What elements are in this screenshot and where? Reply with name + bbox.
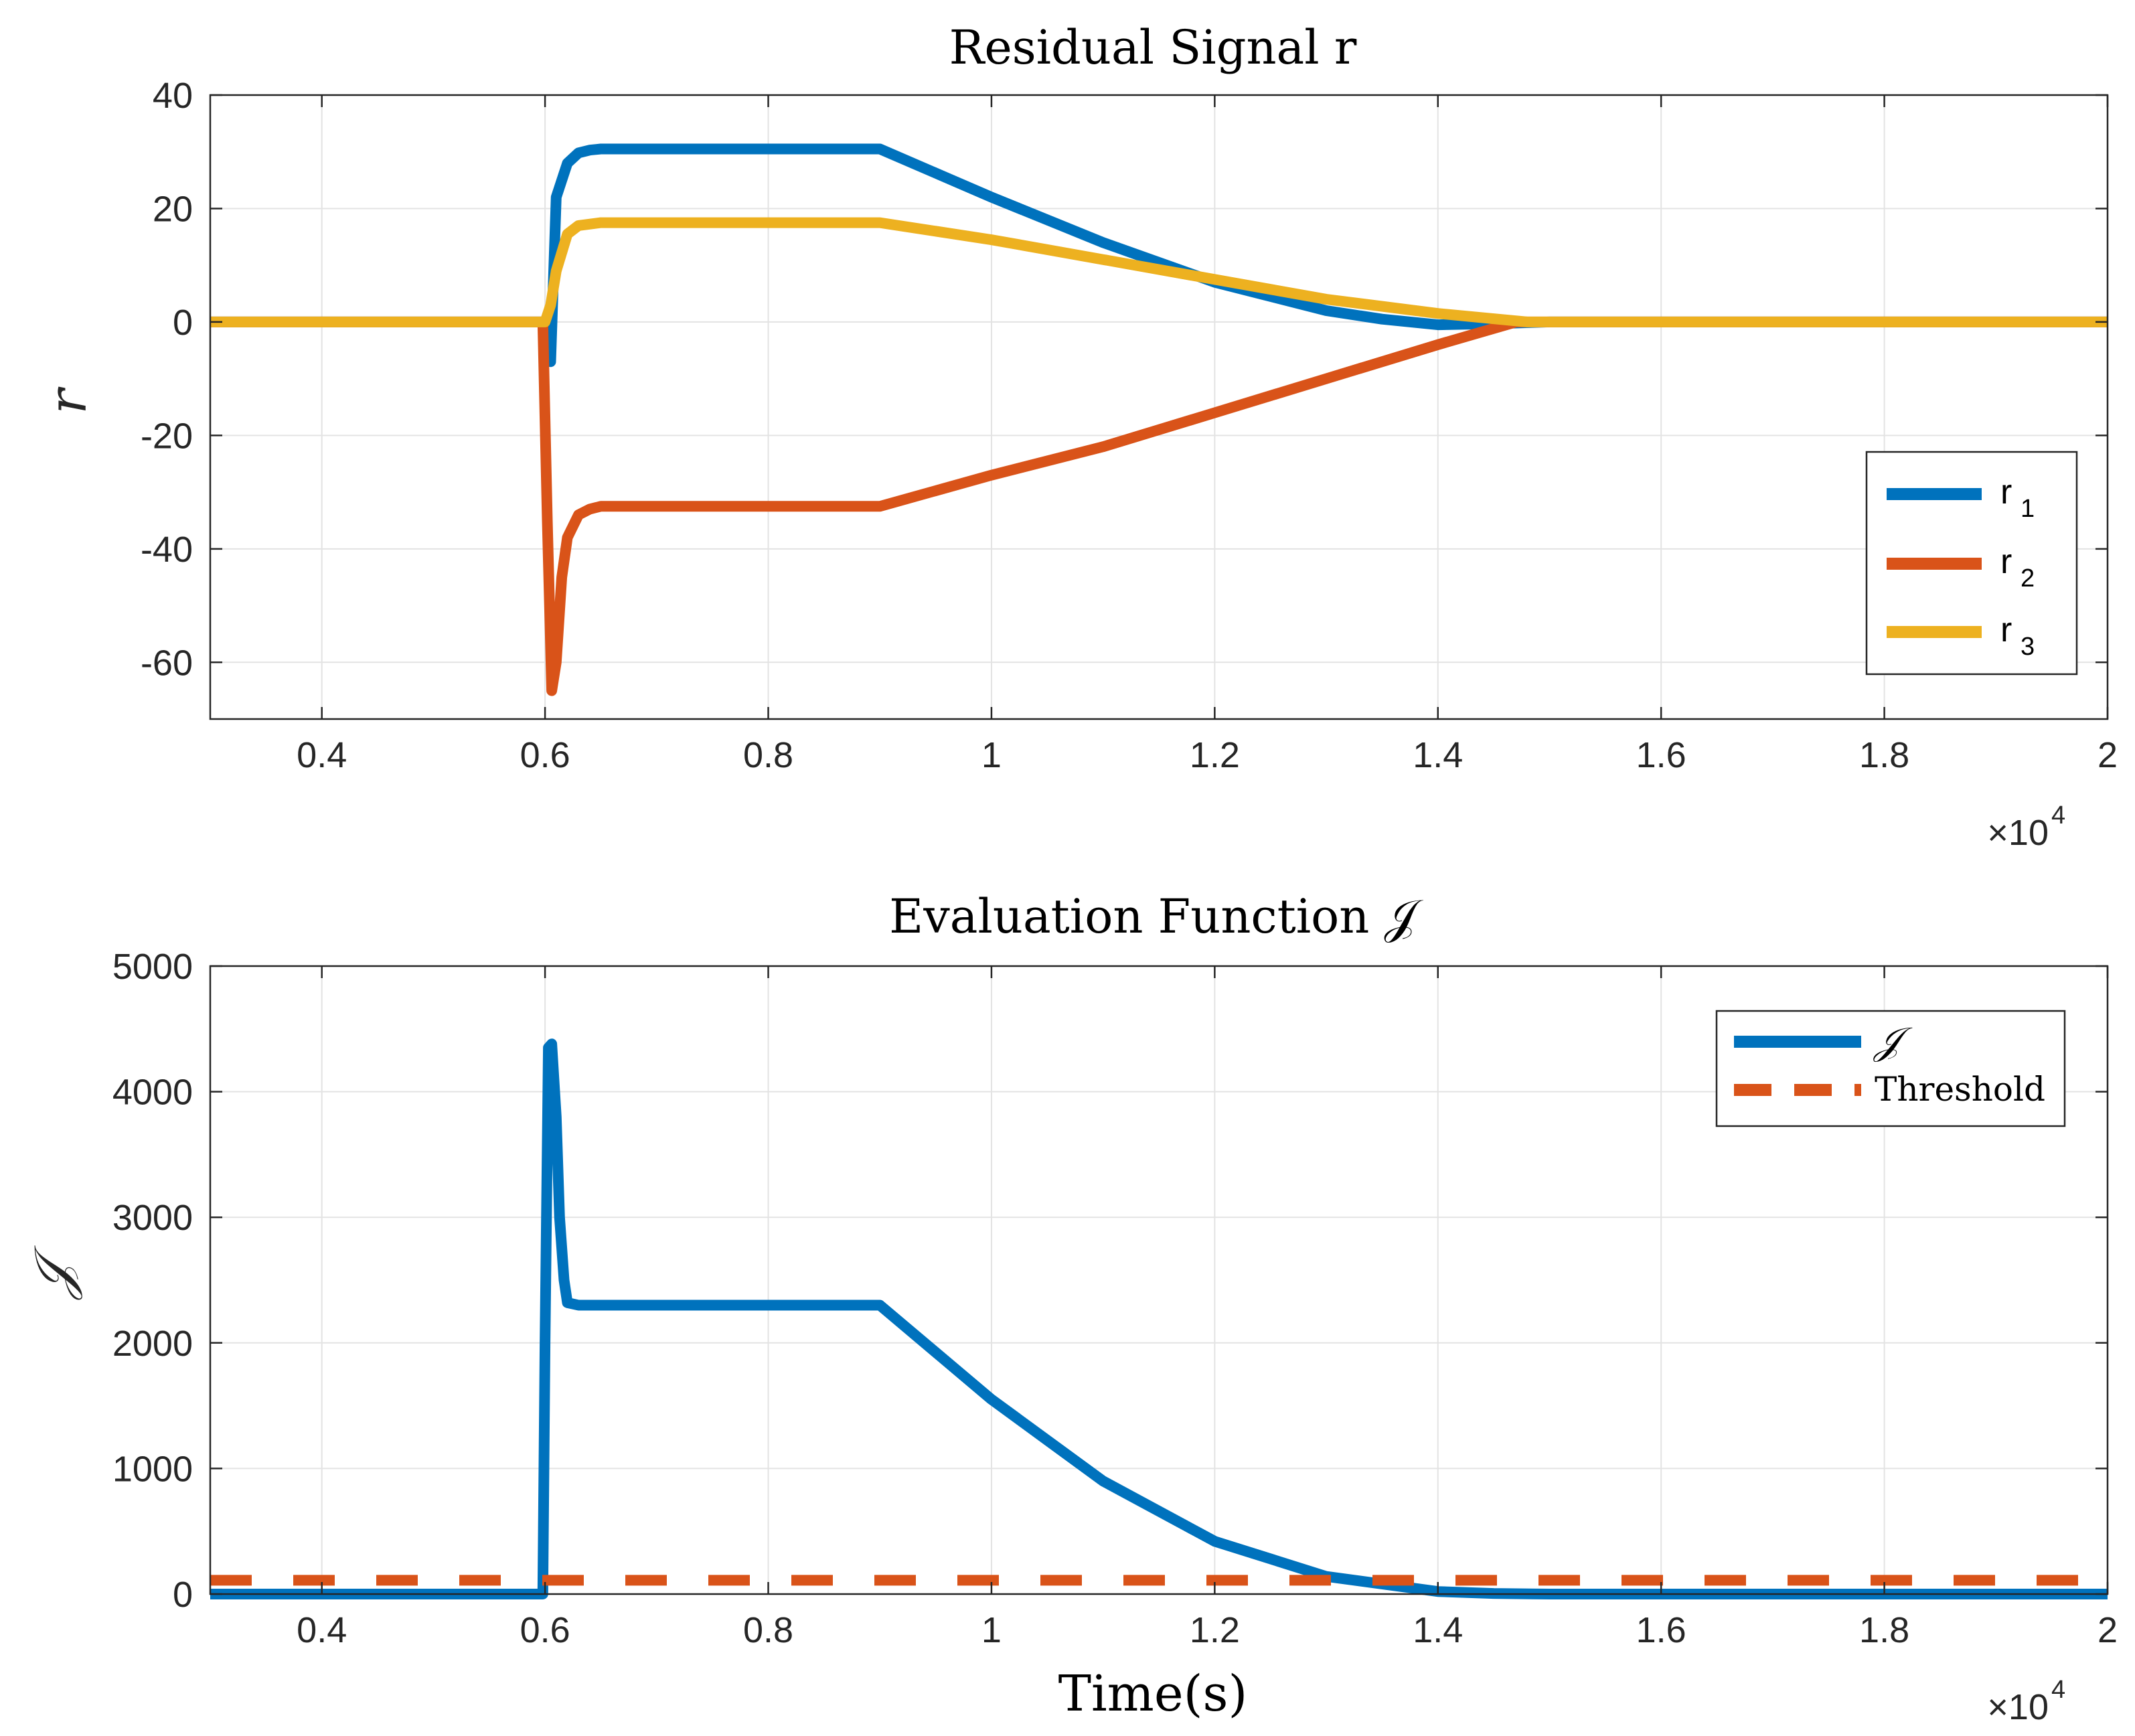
residual-x-tick-label: 1.8 bbox=[1859, 735, 1909, 775]
legend-entry-r1: r 1 bbox=[1887, 473, 2035, 523]
evaluation-x-exponent: ×10 4 bbox=[1987, 1676, 2065, 1727]
evaluation-y-tick-label: 1000 bbox=[112, 1449, 193, 1489]
evaluation-x-tick-label: 1.2 bbox=[1190, 1610, 1240, 1650]
residual-chart-title: Residual Signal r bbox=[949, 20, 1357, 75]
legend-label-r3: r bbox=[2000, 611, 2012, 649]
evaluation-x-tick-label: 0.8 bbox=[743, 1610, 793, 1650]
residual-y-tick-label: 40 bbox=[153, 76, 193, 116]
evaluation-x-tick-label: 1.8 bbox=[1859, 1610, 1909, 1650]
evaluation-x-tick-label: 0.6 bbox=[520, 1610, 570, 1650]
evaluation-y-tick-label: 0 bbox=[173, 1575, 193, 1615]
residual-x-tick-label: 0.8 bbox=[743, 735, 793, 775]
evaluation-x-tick-label: 1.6 bbox=[1636, 1610, 1686, 1650]
residual-y-tick-label: -20 bbox=[141, 416, 193, 456]
residual-legend: r 1 r 2 r 3 bbox=[1865, 451, 2078, 676]
residual-ticks: 0.4 0.6 0.8 1 1.2 1.4 1.6 1.8 2 40 20 0 -20 -40 -60 bbox=[141, 76, 2118, 775]
residual-x-tick-label: 0.4 bbox=[297, 735, 347, 775]
residual-series-layer bbox=[210, 143, 2108, 696]
residual-y-tick-label: -40 bbox=[141, 530, 193, 570]
evaluation-chart-title: Evaluation Function 𝒥 bbox=[889, 889, 1424, 944]
residual-y-axis-label: r bbox=[38, 386, 98, 414]
residual-x-tick-label: 0.6 bbox=[520, 735, 570, 775]
legend-entry-r3: r 3 bbox=[1887, 611, 2035, 661]
residual-signal-panel: 0.4 0.6 0.8 1 1.2 1.4 1.6 1.8 2 40 20 0 -20 -40 -60 Re… bbox=[38, 20, 2118, 853]
legend-label-r2: r bbox=[2000, 542, 2012, 581]
evaluation-axes-box bbox=[209, 965, 2109, 1595]
evaluation-x-tick-label: 1.4 bbox=[1413, 1610, 1463, 1650]
legend-entry-r2: r 2 bbox=[1887, 542, 2035, 593]
evaluation-y-tick-label: 2000 bbox=[112, 1324, 193, 1364]
evaluation-x-exponent-base: ×10 bbox=[1987, 1687, 2049, 1727]
residual-x-tick-label: 2 bbox=[2098, 735, 2118, 775]
legend-subscript-r1: 1 bbox=[2021, 495, 2035, 523]
legend-entry-threshold: Threshold bbox=[1734, 1070, 2045, 1109]
residual-y-tick-label: 20 bbox=[153, 189, 193, 229]
residual-axes-box bbox=[209, 94, 2109, 720]
residual-x-exponent-power: 4 bbox=[2051, 801, 2065, 830]
legend-label-r1: r bbox=[2000, 473, 2012, 511]
evaluation-y-tick-label: 4000 bbox=[112, 1073, 193, 1113]
residual-x-exponent: ×10 4 bbox=[1987, 801, 2065, 853]
residual-x-tick-label: 1.6 bbox=[1636, 735, 1686, 775]
residual-y-tick-label: -60 bbox=[141, 643, 193, 683]
legend-subscript-r3: 3 bbox=[2021, 633, 2035, 661]
evaluation-legend-box bbox=[1715, 1010, 2066, 1127]
evaluation-y-tick-label: 3000 bbox=[112, 1198, 193, 1238]
evaluation-x-axis-label: Time(s) bbox=[1058, 1665, 1248, 1723]
legend-label-threshold: Threshold bbox=[1875, 1070, 2045, 1109]
evaluation-x-tick-label: 1 bbox=[981, 1610, 1002, 1650]
residual-series-r2-line bbox=[210, 316, 2108, 696]
residual-series-r3-line bbox=[210, 217, 2108, 327]
residual-x-tick-label: 1 bbox=[981, 735, 1002, 775]
residual-x-exponent-base: ×10 bbox=[1987, 813, 2049, 853]
residual-x-tick-label: 1.2 bbox=[1190, 735, 1240, 775]
evaluation-x-tick-label: 0.4 bbox=[297, 1610, 347, 1650]
residual-x-tick-label: 1.4 bbox=[1413, 735, 1463, 775]
evaluation-ticks: 0.4 0.6 0.8 1 1.2 1.4 1.6 1.8 2 5000 4000 3000 2000 1… bbox=[112, 947, 2118, 1650]
residual-y-tick-label: 0 bbox=[173, 303, 193, 343]
evaluation-legend: 𝒥 Threshold bbox=[1715, 1010, 2066, 1127]
evaluation-x-tick-label: 2 bbox=[2098, 1610, 2118, 1650]
evaluation-y-tick-label: 5000 bbox=[112, 947, 193, 987]
residual-series-r1-line bbox=[210, 143, 2108, 368]
evaluation-x-exponent-power: 4 bbox=[2051, 1676, 2065, 1704]
legend-subscript-r2: 2 bbox=[2021, 564, 2035, 593]
